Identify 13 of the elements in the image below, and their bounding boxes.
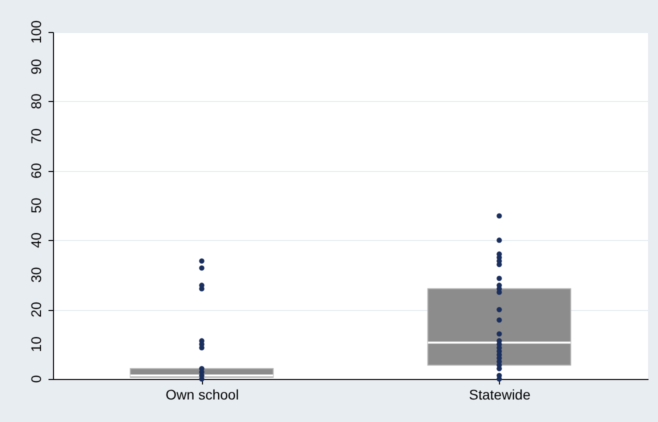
y-tick-label: 60 <box>28 162 44 179</box>
y-tick-label: 20 <box>28 302 44 318</box>
y-tick-label: 80 <box>28 93 44 110</box>
y-tick-label: 0 <box>28 374 44 383</box>
y-tick-label: 50 <box>28 198 44 214</box>
x-tick-label: Statewide <box>469 386 531 402</box>
y-tick-label: 30 <box>28 266 44 283</box>
x-tick-label: Own school <box>166 386 239 402</box>
y-tick-label: 10 <box>28 336 44 352</box>
y-tick-label: 100 <box>28 20 44 44</box>
y-tick-label: 70 <box>28 128 44 144</box>
y-tick-label: 40 <box>28 232 44 248</box>
y-tick-label: 90 <box>28 58 44 74</box>
